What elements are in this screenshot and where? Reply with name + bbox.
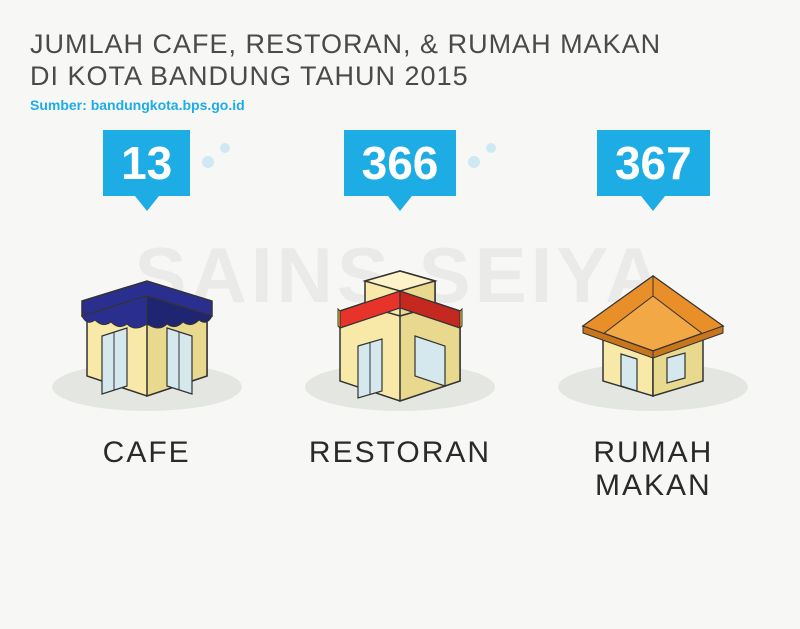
title-line-1: JUMLAH CAFE, RESTORAN, & RUMAH MAKAN <box>30 29 661 59</box>
value-bubble: 13 <box>103 130 190 196</box>
item-label: RESTORAN <box>309 436 491 469</box>
bubble-dot-icon <box>486 143 496 153</box>
rumah-icon <box>563 236 743 416</box>
source-line: Sumber: bandungkota.bps.go.id <box>30 97 770 113</box>
title-line-2: DI KOTA BANDUNG TAHUN 2015 <box>30 61 469 91</box>
value-bubble: 367 <box>597 130 710 196</box>
bubble-dot-icon <box>220 143 230 153</box>
source-text: bandungkota.bps.go.id <box>91 97 245 113</box>
value-text: 367 <box>615 137 692 189</box>
cafe-icon <box>57 236 237 416</box>
bubble-dot-icon <box>468 156 480 168</box>
item-label: RUMAH MAKAN <box>593 436 713 502</box>
restoran-icon <box>310 236 490 416</box>
source-prefix: Sumber: <box>30 97 91 113</box>
value-text: 13 <box>121 137 172 189</box>
item-cafe: 13 CAFE <box>20 130 273 502</box>
header: JUMLAH CAFE, RESTORAN, & RUMAH MAKAN DI … <box>0 0 800 113</box>
item-rumah-makan: 367 RUMAH MAKAN <box>527 130 780 502</box>
value-bubble: 366 <box>344 130 457 196</box>
items-row: 13 CAFE <box>0 130 800 502</box>
item-restoran: 366 <box>273 130 526 502</box>
item-label: CAFE <box>103 436 191 469</box>
bubble-dot-icon <box>202 156 214 168</box>
page-title: JUMLAH CAFE, RESTORAN, & RUMAH MAKAN DI … <box>30 28 770 93</box>
value-text: 366 <box>362 137 439 189</box>
